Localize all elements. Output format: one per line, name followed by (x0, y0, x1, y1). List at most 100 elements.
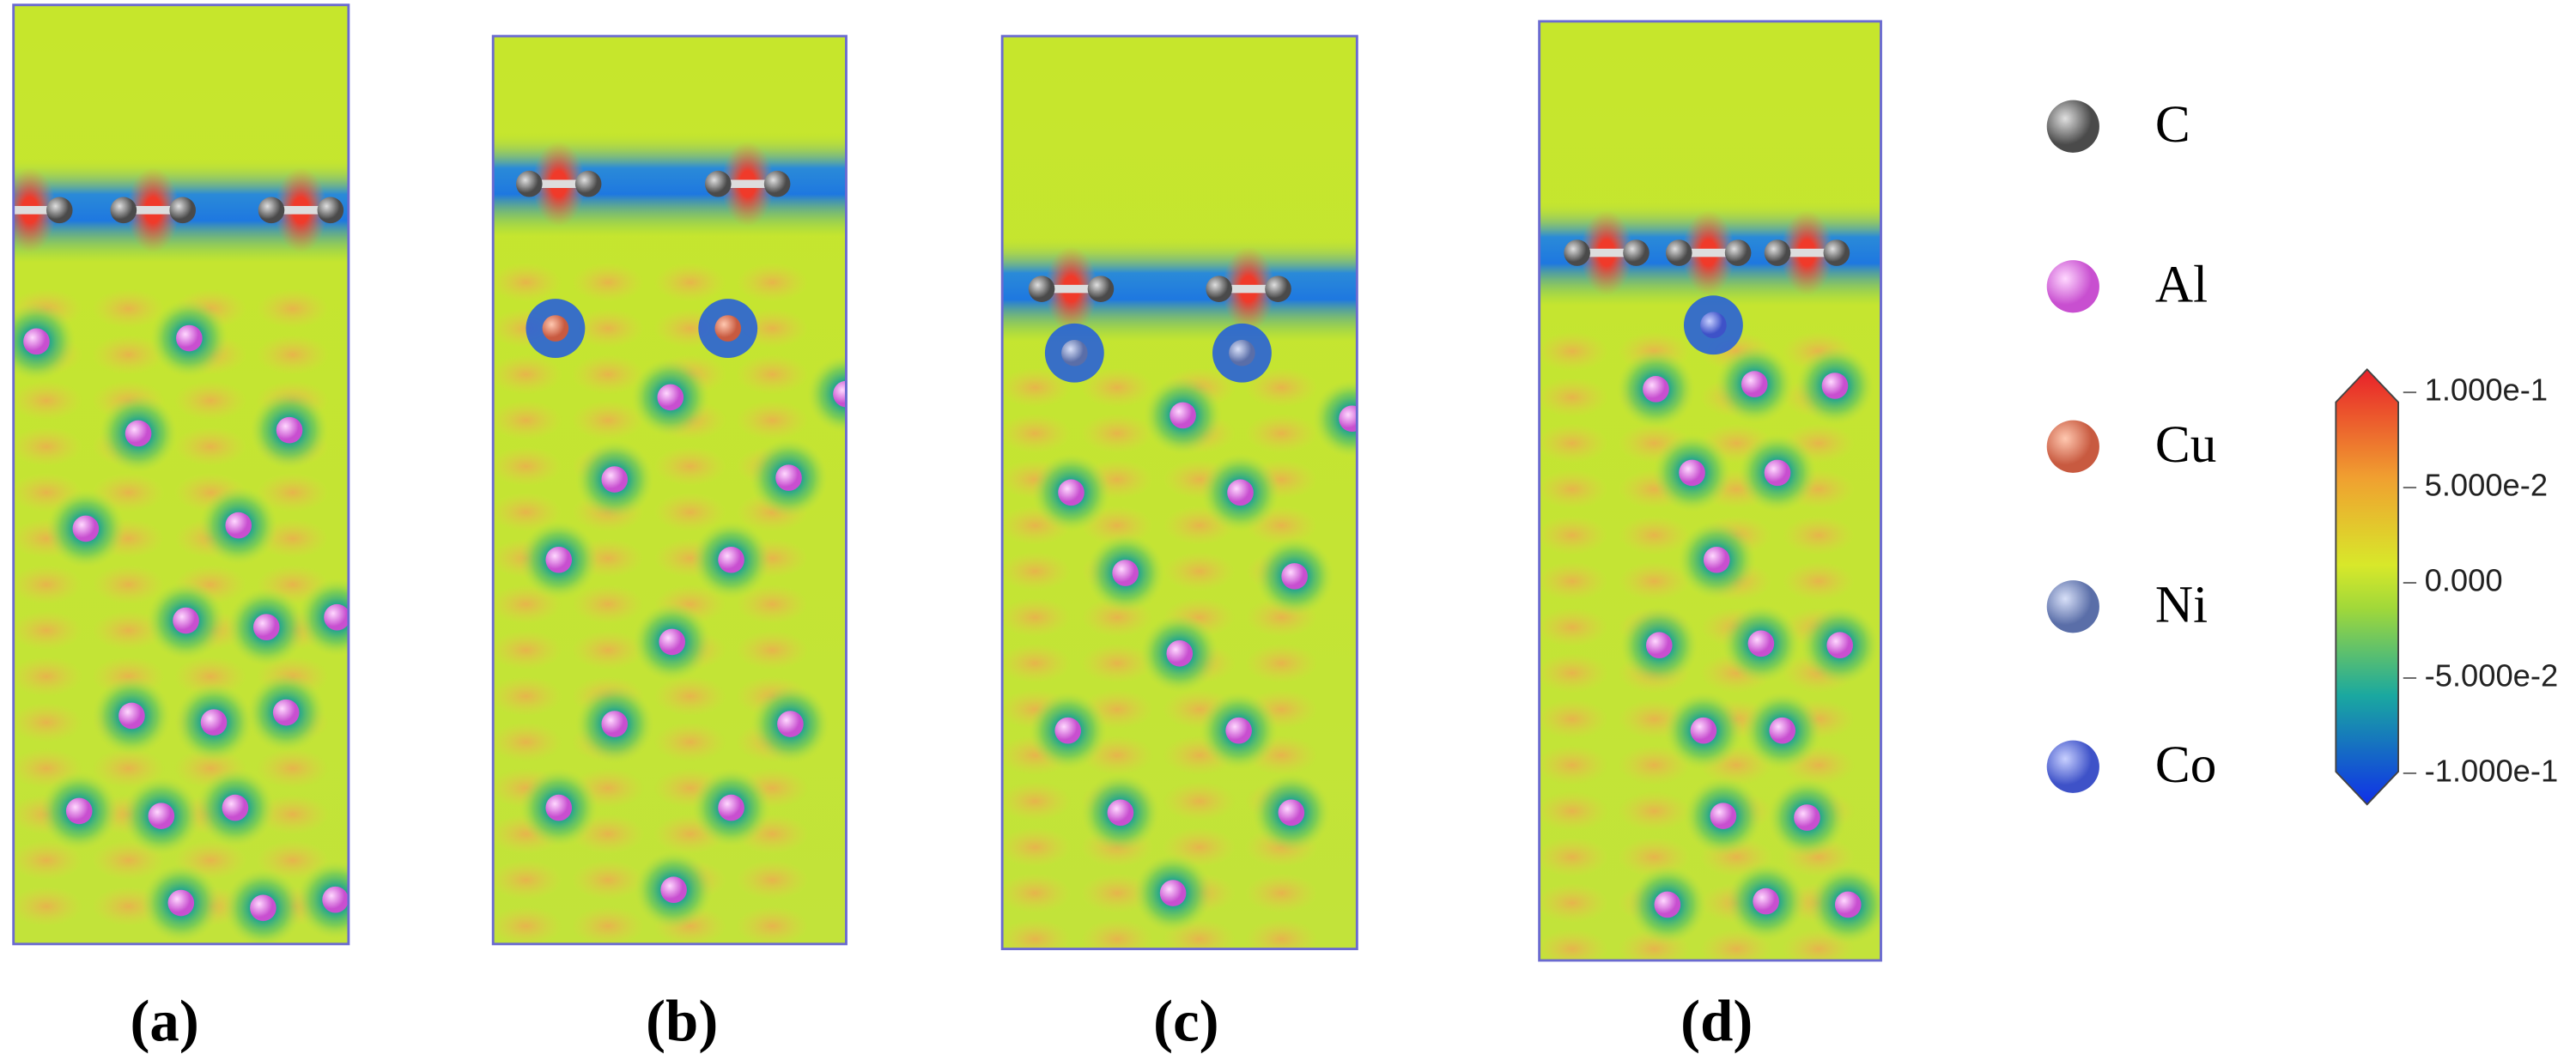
atom-al (1834, 891, 1862, 918)
atom-al (718, 546, 744, 573)
atom-al (660, 876, 687, 904)
density-blob (256, 472, 329, 512)
atom-al (252, 614, 280, 640)
atom-al (222, 794, 249, 821)
atom-metal (1061, 339, 1088, 366)
density-blob (1539, 653, 1608, 694)
atom-al (601, 711, 629, 737)
atom-al (1107, 799, 1134, 827)
density-blob (13, 427, 83, 467)
legend-label: Ni (2155, 576, 2208, 634)
density-blob (1539, 745, 1608, 785)
density-blob (493, 906, 562, 944)
atom-c (704, 170, 732, 197)
legend-sphere (2046, 260, 2099, 313)
atom-c (763, 170, 791, 197)
density-blob (736, 630, 809, 670)
atom-al (250, 894, 276, 922)
density-blob (736, 263, 809, 302)
atom-al (1225, 717, 1252, 744)
atom-c (110, 197, 137, 224)
density-blob (13, 886, 83, 926)
atom-al (1821, 373, 1849, 399)
colorbar (2335, 367, 2399, 806)
atom-al (148, 803, 175, 829)
atom-al (1058, 479, 1084, 506)
atom-al (276, 416, 303, 444)
density-blob (1618, 561, 1691, 602)
density-blob (653, 263, 726, 302)
density-blob (1163, 781, 1236, 821)
density-blob (572, 860, 645, 900)
density-blob (493, 446, 562, 487)
density-blob (493, 400, 562, 440)
density-blob (653, 446, 726, 487)
density-blob (13, 702, 83, 742)
legend-sphere (2046, 420, 2099, 473)
atom-metal (1700, 312, 1727, 339)
density-blob (1002, 919, 1072, 949)
density-blob (1539, 377, 1608, 417)
legend-sphere (2046, 740, 2099, 793)
density-blob (1080, 367, 1154, 408)
atom-al (1054, 717, 1081, 744)
panel: (b) (491, 34, 848, 1054)
atom-al (718, 794, 744, 821)
atom-al (200, 709, 228, 736)
legend-label: Co (2155, 736, 2216, 794)
density-blob (1539, 515, 1608, 555)
atom-al (1747, 630, 1775, 657)
legend-label: Cu (2155, 415, 2216, 474)
panel-map (1002, 36, 1358, 949)
density-blob (493, 263, 562, 302)
panel-label: (d) (1680, 989, 1753, 1054)
atom-al (1159, 880, 1187, 906)
atom-al (272, 699, 300, 726)
density-blob (1618, 515, 1691, 555)
legend-label: C (2155, 95, 2190, 154)
density-blob (13, 610, 83, 651)
panel: (d) (1538, 20, 1882, 1054)
colorbar-tick-label: 5.000e-2 (2425, 468, 2548, 503)
density-blob (92, 748, 165, 789)
density-blob (13, 380, 83, 421)
atom-c (46, 197, 73, 224)
atom-c (1823, 239, 1850, 266)
atom-al (173, 607, 199, 634)
density-blob (174, 427, 247, 467)
density-blob (653, 492, 726, 532)
density-blob (493, 492, 562, 532)
colorbar-tick-label: 0.000 (2425, 563, 2503, 598)
colorbar-tick-label: -5.000e-2 (2425, 658, 2559, 694)
atom-al (833, 380, 847, 408)
atom-al (225, 512, 252, 539)
density-blob (1002, 827, 1072, 867)
density-blob (736, 354, 809, 395)
density-blob (1002, 781, 1072, 821)
density-blob (736, 906, 809, 944)
panel-label: (b) (646, 989, 718, 1054)
density-blob (1782, 561, 1855, 602)
atom-c (317, 197, 344, 224)
density-blob (1245, 919, 1318, 949)
atom-halo (1312, 379, 1358, 458)
atom-al (322, 886, 349, 913)
colorbar-tick-label: 1.000e-1 (2425, 373, 2548, 408)
density-blob (493, 860, 562, 900)
density-blob (92, 288, 165, 329)
panel-label: (c) (1153, 989, 1218, 1054)
panel-label: (a) (131, 989, 199, 1054)
density-blob (1080, 643, 1154, 683)
atom-c (1087, 276, 1115, 302)
density-blob (1539, 883, 1608, 923)
atom-al (1769, 717, 1796, 744)
density-blob (736, 860, 809, 900)
panel: (c) (1000, 34, 1358, 1054)
atom-al (777, 711, 804, 737)
atom-c (169, 197, 197, 224)
atom-al (659, 628, 686, 656)
panel-border (1538, 20, 1882, 962)
density-blob (1539, 469, 1608, 509)
density-blob (1539, 423, 1608, 463)
atom-c (1028, 276, 1055, 302)
